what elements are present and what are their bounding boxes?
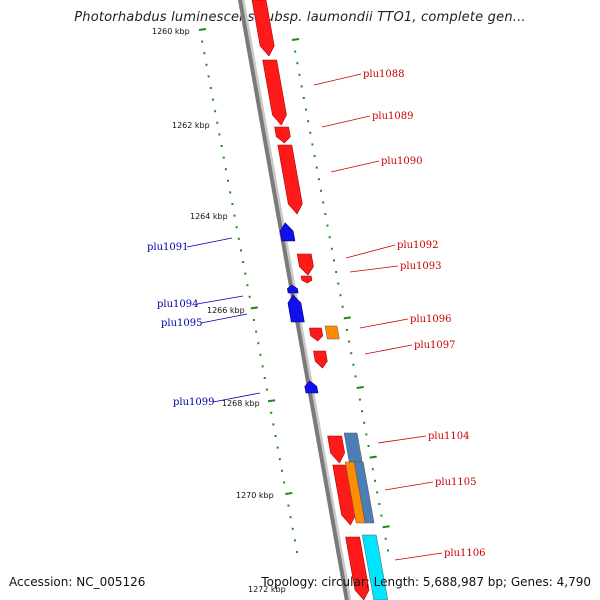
feature-steelblue <box>343 432 363 463</box>
gene-label-reverse: plu1095 <box>161 318 203 329</box>
gene-label-forward: plu1089 <box>372 111 414 122</box>
leader-line <box>186 237 233 248</box>
leader-line <box>330 160 380 173</box>
map-title: Photorhabdus luminescens subsp. laumondi… <box>74 10 526 25</box>
leader-line <box>359 318 409 329</box>
tick-mark <box>285 492 293 495</box>
gene-arrow-reverse <box>279 222 296 242</box>
leader-line <box>349 265 399 273</box>
gene-label-forward: plu1088 <box>363 69 405 80</box>
kbp-label: 1260 kbp <box>152 27 190 36</box>
gene-label-reverse: plu1091 <box>147 242 189 253</box>
gene-arrow-forward <box>296 253 314 276</box>
leader-line <box>313 73 362 86</box>
gene-arrow-reverse <box>304 380 319 394</box>
leader-line <box>345 244 396 259</box>
gene-arrow-forward <box>345 536 370 600</box>
gene-arrow-forward <box>309 327 324 342</box>
gene-arrow-forward <box>332 464 356 526</box>
gene-arrow-forward <box>327 435 345 464</box>
kbp-label: 1262 kbp <box>172 121 210 130</box>
gene-label-reverse: plu1099 <box>173 397 215 408</box>
tick-mark <box>291 38 300 41</box>
kbp-label: 1268 kbp <box>222 399 260 408</box>
gene-label-forward: plu1093 <box>400 261 442 272</box>
leader-line <box>377 435 427 444</box>
leader-line <box>321 115 371 128</box>
leader-line <box>200 313 248 324</box>
feature-track <box>251 0 389 600</box>
gene-label-forward: plu1092 <box>397 240 439 251</box>
gene-arrow-forward <box>313 350 328 369</box>
tick-mark <box>250 306 258 310</box>
topology-summary: Topology: circular; Length: 5,688,987 bp… <box>261 575 591 589</box>
leader-line <box>212 392 261 403</box>
leader-line <box>196 295 244 305</box>
kbp-label: 1266 kbp <box>207 306 245 315</box>
gene-label-forward: plu1106 <box>444 548 486 559</box>
gene-label-reverse: plu1094 <box>157 299 199 310</box>
gene-arrow-forward <box>300 275 313 284</box>
gene-label-forward: plu1105 <box>435 477 477 488</box>
feature-orange <box>324 325 340 340</box>
tick-mark <box>198 28 207 31</box>
feature-cyan <box>361 534 389 600</box>
tick-marks: 1260 kbp 1262 kbp 1264 kbp 1266 kbp 1268 kbp… <box>152 27 390 594</box>
feature-steelblue <box>353 461 375 524</box>
tick-mark <box>343 316 351 320</box>
gene-label-forward: plu1104 <box>428 431 470 442</box>
label-leaders <box>186 73 443 561</box>
gene-arrow-forward <box>251 0 275 57</box>
tick-mark <box>267 399 276 403</box>
gene-arrow-forward <box>274 126 291 144</box>
kbp-label: 1272 kbp <box>248 585 286 594</box>
gene-label-forward: plu1090 <box>381 156 423 167</box>
gene-arrow-forward <box>262 59 287 126</box>
gene-labels: plu1088 plu1089 plu1090 plu1092 plu1093 plu10… <box>147 69 486 559</box>
gene-label-forward: plu1097 <box>414 340 456 351</box>
accession-text: Accession: NC_005126 <box>9 575 146 589</box>
gene-label-forward: plu1096 <box>410 314 452 325</box>
tick-mark <box>369 455 377 459</box>
gene-arrow-reverse <box>287 284 299 294</box>
gene-arrow-forward <box>277 144 303 215</box>
leader-line <box>364 344 413 355</box>
tick-mark <box>356 386 364 389</box>
leader-line <box>384 481 434 491</box>
leader-line <box>394 552 443 561</box>
kbp-label: 1264 kbp <box>190 212 228 221</box>
kbp-label: 1270 kbp <box>236 491 274 500</box>
gene-arrow-reverse <box>287 294 305 323</box>
tick-mark <box>382 525 390 529</box>
